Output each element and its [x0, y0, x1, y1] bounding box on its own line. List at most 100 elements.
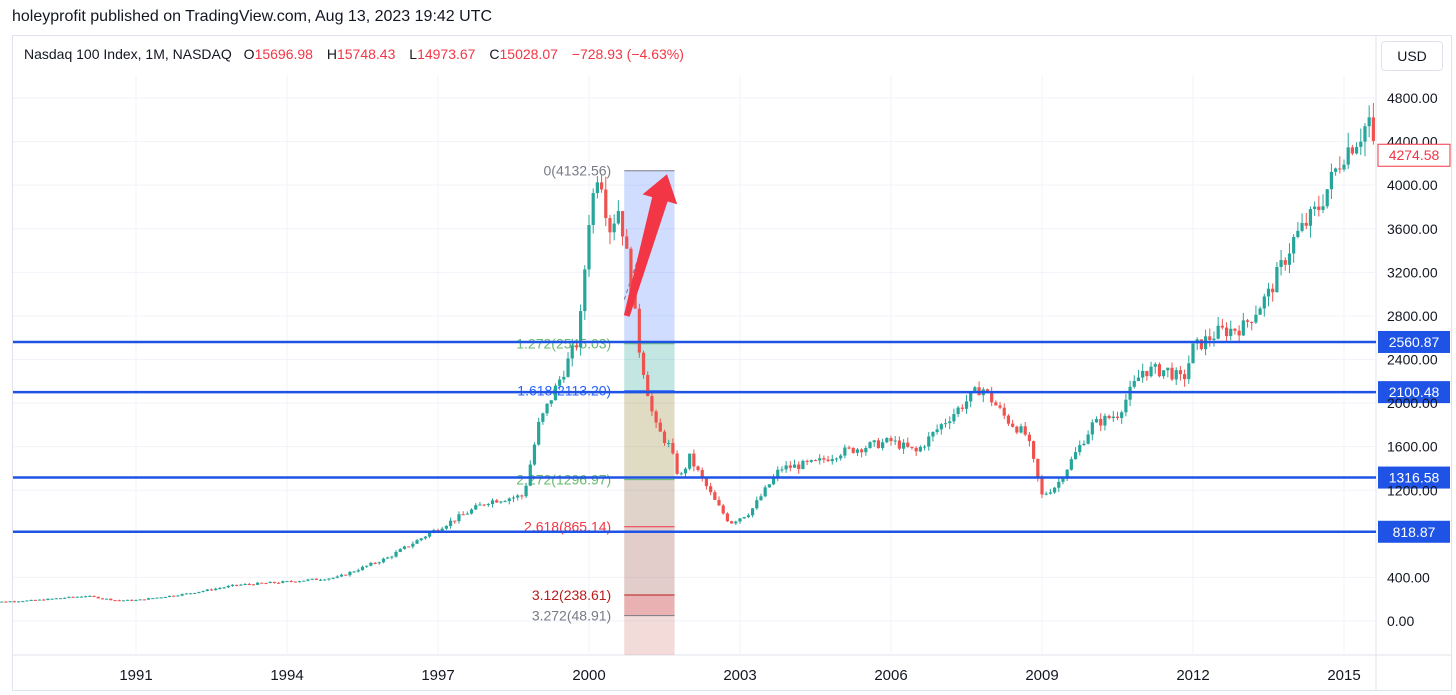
candle-body	[1086, 434, 1090, 444]
candle	[331, 577, 335, 580]
candle-body	[138, 599, 142, 601]
candle	[356, 568, 360, 573]
high-value: 15748.43	[336, 46, 396, 62]
candle-body	[209, 589, 214, 591]
candle	[960, 404, 964, 412]
candle	[671, 438, 675, 455]
candle	[58, 598, 63, 600]
candle	[205, 588, 209, 592]
candle-body	[688, 453, 692, 469]
candle-body	[939, 424, 943, 430]
candle	[830, 454, 834, 465]
candle	[21, 600, 25, 603]
candle	[88, 595, 92, 597]
candle-body	[537, 421, 541, 445]
candle	[214, 587, 218, 591]
candle	[1048, 488, 1052, 495]
candle	[33, 599, 37, 601]
chart-frame	[12, 35, 1452, 691]
candle-body	[1094, 419, 1099, 423]
candle	[914, 446, 918, 456]
fib-zone-tail	[624, 615, 675, 655]
candle	[360, 565, 365, 571]
candle-body	[696, 466, 700, 470]
candle	[419, 537, 423, 542]
candle	[302, 580, 306, 582]
candle	[151, 598, 155, 600]
candle	[134, 599, 138, 602]
candle-body	[1208, 336, 1212, 341]
candle	[520, 494, 524, 500]
candle-body	[184, 593, 188, 595]
candle	[750, 508, 755, 518]
candle	[620, 210, 625, 246]
candle	[528, 460, 532, 487]
candle	[1086, 430, 1090, 445]
candle	[0, 601, 4, 603]
candle	[662, 429, 667, 446]
candle	[402, 545, 407, 550]
candle-body	[1367, 117, 1371, 127]
candle-body	[776, 469, 780, 478]
y-tick-label: 2000.00	[1387, 395, 1438, 411]
candle-body	[419, 538, 423, 541]
candle	[1304, 213, 1308, 230]
candle	[1094, 416, 1099, 423]
candle-body	[1011, 423, 1015, 427]
open-value: 15696.98	[254, 46, 313, 62]
fib-zone	[624, 390, 675, 480]
candle-body	[1308, 208, 1313, 226]
candle-body	[1162, 370, 1166, 377]
candle	[889, 435, 893, 446]
candle-body	[683, 468, 688, 474]
candle	[583, 265, 587, 320]
candle-body	[46, 598, 50, 601]
candle	[323, 578, 327, 581]
candle	[1090, 419, 1094, 441]
candle	[444, 525, 448, 530]
y-tick-label: 3200.00	[1387, 264, 1438, 280]
candle-body	[1317, 206, 1321, 210]
candle-body	[763, 487, 767, 497]
candle	[872, 439, 876, 447]
candle-body	[910, 446, 914, 448]
candlestick-series	[0, 102, 1375, 603]
candle	[1124, 393, 1128, 417]
candle-body	[935, 429, 939, 433]
candle-body	[704, 477, 709, 487]
candle-body	[155, 597, 159, 599]
candle	[943, 418, 948, 428]
candle-body	[994, 402, 998, 406]
candle	[864, 445, 868, 456]
candle	[1233, 327, 1237, 335]
candle	[398, 548, 402, 553]
candle-body	[344, 574, 348, 576]
candle-body	[507, 498, 511, 502]
candle	[1015, 425, 1019, 435]
x-tick-label: 2012	[1176, 667, 1209, 684]
candle-body	[29, 599, 33, 601]
candle	[486, 503, 490, 507]
candle	[105, 598, 109, 600]
candle-body	[461, 514, 465, 516]
candle	[1120, 410, 1124, 424]
candle-body	[629, 248, 633, 294]
currency-button[interactable]: USD	[1381, 41, 1443, 71]
candle-body	[675, 453, 679, 474]
candle-body	[1296, 230, 1300, 237]
candle-body	[1115, 416, 1120, 419]
candle-body	[1262, 296, 1266, 309]
candle	[188, 593, 193, 595]
candle-body	[1254, 314, 1258, 323]
candle-body	[1292, 236, 1296, 254]
candle-body	[709, 486, 713, 493]
candle	[570, 338, 574, 367]
candle-body	[251, 584, 256, 586]
candle-body	[998, 405, 1002, 408]
candle	[1359, 128, 1363, 156]
candle	[121, 600, 126, 602]
candle	[218, 587, 222, 590]
candle-body	[268, 581, 272, 584]
candle-body	[918, 446, 922, 452]
